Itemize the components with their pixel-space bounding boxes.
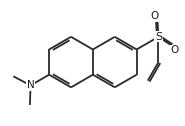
Text: O: O — [151, 11, 159, 21]
Text: N: N — [27, 80, 34, 90]
Text: O: O — [170, 45, 179, 55]
Text: S: S — [155, 32, 162, 42]
